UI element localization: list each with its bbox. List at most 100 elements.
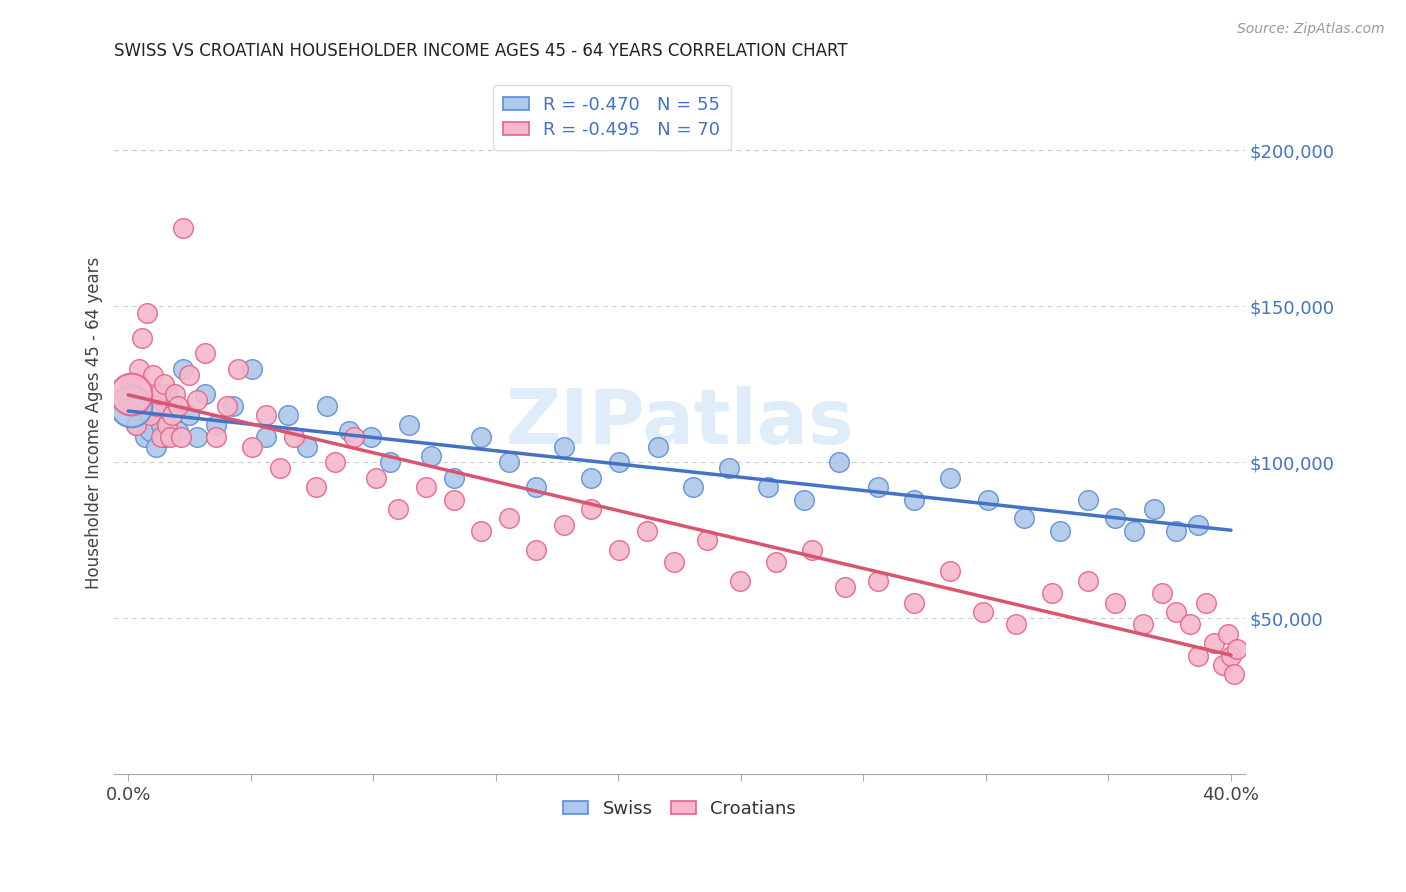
Point xyxy=(194,346,217,360)
Point xyxy=(1187,517,1209,532)
Point xyxy=(1132,617,1154,632)
Point xyxy=(1204,636,1226,650)
Point xyxy=(682,480,704,494)
Point xyxy=(305,480,328,494)
Point xyxy=(1222,667,1244,681)
Point xyxy=(162,409,184,423)
Point xyxy=(728,574,751,588)
Point xyxy=(297,440,319,454)
Point xyxy=(1164,605,1187,619)
Point xyxy=(172,221,194,235)
Point xyxy=(165,386,187,401)
Point xyxy=(315,399,337,413)
Text: SWISS VS CROATIAN HOUSEHOLDER INCOME AGES 45 - 64 YEARS CORRELATION CHART: SWISS VS CROATIAN HOUSEHOLDER INCOME AGE… xyxy=(114,42,848,60)
Point xyxy=(553,440,575,454)
Point xyxy=(636,524,658,538)
Point xyxy=(159,430,181,444)
Point xyxy=(120,386,142,401)
Point xyxy=(148,409,170,423)
Point xyxy=(868,574,890,588)
Point xyxy=(470,524,492,538)
Point xyxy=(1218,627,1240,641)
Point xyxy=(360,430,382,444)
Point xyxy=(125,417,148,432)
Point xyxy=(1123,524,1146,538)
Point xyxy=(1143,502,1166,516)
Point xyxy=(156,417,179,432)
Point xyxy=(1225,642,1247,657)
Point xyxy=(240,361,263,376)
Point xyxy=(150,430,173,444)
Point xyxy=(134,430,156,444)
Point xyxy=(166,424,188,438)
Point xyxy=(169,430,191,444)
Point xyxy=(217,399,239,413)
Point xyxy=(131,330,153,344)
Point xyxy=(177,368,200,382)
Point xyxy=(172,361,194,376)
Point xyxy=(1005,617,1028,632)
Point xyxy=(1152,586,1174,600)
Point xyxy=(553,517,575,532)
Point xyxy=(205,417,228,432)
Point xyxy=(1187,648,1209,663)
Point xyxy=(607,455,630,469)
Point xyxy=(868,480,890,494)
Point xyxy=(834,580,856,594)
Point xyxy=(1040,586,1063,600)
Point xyxy=(177,409,200,423)
Point xyxy=(977,492,1000,507)
Point xyxy=(254,409,277,423)
Point xyxy=(240,440,263,454)
Point xyxy=(269,461,291,475)
Point xyxy=(1077,492,1099,507)
Point xyxy=(139,424,162,438)
Point xyxy=(366,471,388,485)
Point xyxy=(142,399,165,413)
Point xyxy=(120,399,142,413)
Point xyxy=(498,511,520,525)
Point xyxy=(800,542,823,557)
Point xyxy=(205,430,228,444)
Point xyxy=(696,533,718,548)
Point xyxy=(398,417,420,432)
Point xyxy=(228,361,250,376)
Point xyxy=(148,386,170,401)
Point xyxy=(150,417,173,432)
Point xyxy=(128,361,150,376)
Point xyxy=(939,471,962,485)
Point xyxy=(1195,596,1218,610)
Point xyxy=(443,471,465,485)
Point xyxy=(1104,596,1126,610)
Point xyxy=(125,417,148,432)
Point xyxy=(153,430,176,444)
Point xyxy=(607,542,630,557)
Point xyxy=(420,449,443,463)
Point xyxy=(470,430,492,444)
Point xyxy=(343,430,366,444)
Point xyxy=(1077,574,1099,588)
Point xyxy=(136,305,159,319)
Point xyxy=(139,409,162,423)
Point xyxy=(939,565,962,579)
Point xyxy=(283,430,305,444)
Point xyxy=(254,430,277,444)
Point xyxy=(1012,511,1035,525)
Point xyxy=(903,596,925,610)
Point xyxy=(186,392,208,407)
Point xyxy=(647,440,669,454)
Point xyxy=(156,386,179,401)
Point xyxy=(122,399,145,413)
Point xyxy=(972,605,994,619)
Point xyxy=(323,455,346,469)
Point xyxy=(120,399,142,413)
Y-axis label: Householder Income Ages 45 - 64 years: Householder Income Ages 45 - 64 years xyxy=(86,257,103,590)
Point xyxy=(793,492,815,507)
Point xyxy=(581,502,603,516)
Point xyxy=(1164,524,1187,538)
Point xyxy=(1212,657,1234,672)
Point xyxy=(443,492,465,507)
Point xyxy=(134,392,156,407)
Point xyxy=(194,386,217,401)
Point xyxy=(337,424,360,438)
